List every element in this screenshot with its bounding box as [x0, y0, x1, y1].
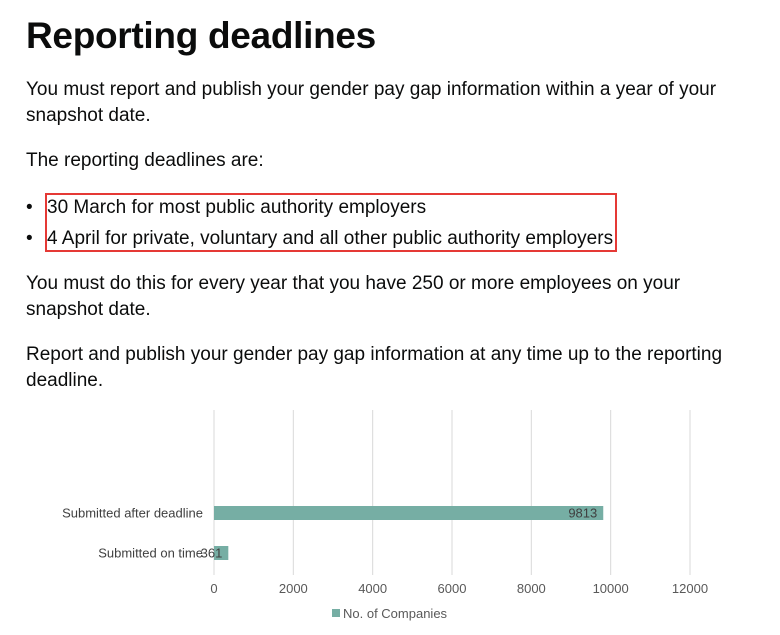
- category-label: Submitted after deadline: [62, 506, 203, 521]
- x-tick-label: 2000: [279, 581, 308, 596]
- deadline-item-public: • 30 March for most public authority emp…: [26, 193, 613, 224]
- legend-label: No. of Companies: [343, 606, 448, 621]
- bar: [214, 546, 229, 560]
- every-year-paragraph: You must do this for every year that you…: [26, 273, 681, 320]
- data-label: 9813: [568, 506, 597, 521]
- deadlines-highlight-box: [45, 193, 617, 252]
- legend-swatch: [332, 609, 340, 617]
- deadline-item-private: • 4 April for private, voluntary and all…: [26, 224, 613, 255]
- x-tick-label: 0: [210, 581, 217, 596]
- bullet-icon: •: [26, 197, 33, 218]
- x-tick-label: 8000: [517, 581, 546, 596]
- x-tick-label: 12000: [672, 581, 708, 596]
- deadlines-lead-paragraph: The reporting deadlines are:: [26, 150, 264, 171]
- x-tick-label: 4000: [358, 581, 387, 596]
- anytime-paragraph: Report and publish your gender pay gap i…: [26, 344, 723, 391]
- x-tick-label: 6000: [438, 581, 467, 596]
- page-title: Reporting deadlines: [26, 15, 376, 56]
- deadlines-list: • 30 March for most public authority emp…: [26, 193, 613, 255]
- intro-paragraph: You must report and publish your gender …: [26, 79, 717, 126]
- bar: [214, 506, 604, 520]
- bullet-icon: •: [26, 228, 33, 249]
- data-label: 361: [201, 546, 223, 561]
- x-tick-label: 10000: [593, 581, 629, 596]
- submissions-bar-chart: 0 2000 4000 6000 8000 10000 12000 Submitted aft…: [62, 410, 708, 621]
- deadline-text: 30 March for most public authority emplo…: [47, 197, 427, 218]
- category-label: Submitted on time: [98, 546, 203, 561]
- deadline-text: 4 April for private, voluntary and all o…: [47, 228, 614, 249]
